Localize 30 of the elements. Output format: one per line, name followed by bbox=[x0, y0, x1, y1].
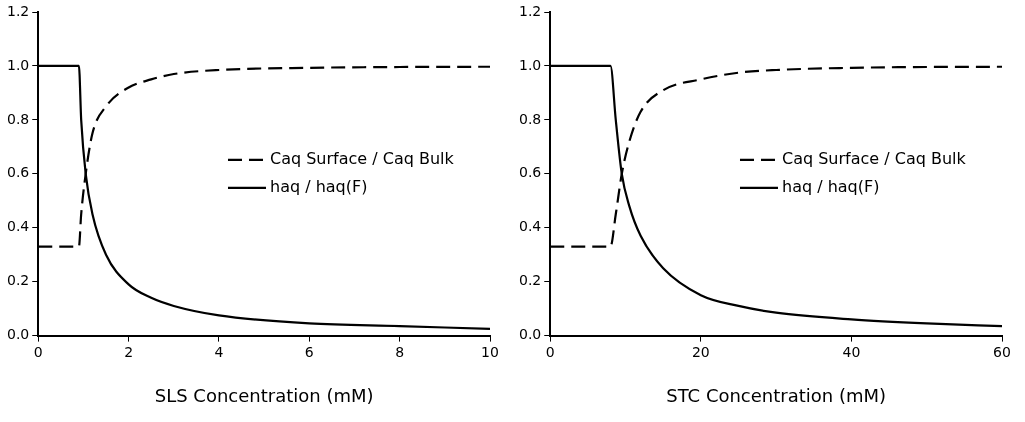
x-tick-label: 4 bbox=[214, 343, 224, 360]
y-tick-label: 0.4 bbox=[519, 218, 542, 235]
x-tick-label: 40 bbox=[842, 343, 861, 360]
y-tick-label: 0.6 bbox=[519, 164, 542, 181]
y-tick-label: 0.6 bbox=[7, 164, 30, 181]
y-tick-label: 0.0 bbox=[7, 326, 30, 343]
x-tick-label: 60 bbox=[993, 343, 1011, 360]
y-tick-label: 0.2 bbox=[519, 272, 542, 289]
y-tick-label: 0.8 bbox=[519, 110, 542, 127]
x-tick-label: 8 bbox=[395, 343, 405, 360]
x-tick-label: 0 bbox=[33, 343, 43, 360]
y-tick-label: 1.0 bbox=[519, 56, 542, 73]
y-tick-label: 0.4 bbox=[7, 218, 30, 235]
x-tick-label: 10 bbox=[481, 343, 499, 360]
x-tick-label: 20 bbox=[691, 343, 710, 360]
y-tick-label: 0.0 bbox=[519, 326, 542, 343]
x-tick-label: 6 bbox=[304, 343, 314, 360]
x-tick-label: 2 bbox=[124, 343, 134, 360]
y-tick-label: 1.2 bbox=[7, 2, 30, 19]
x-tick-label: 0 bbox=[545, 343, 555, 360]
x-axis-title: SLS Concentration (mM) bbox=[154, 384, 374, 406]
legend-label: Caq Surface / Caq Bulk bbox=[269, 148, 455, 168]
legend-label: haq / haq(F) bbox=[269, 176, 368, 196]
legend-label: Caq Surface / Caq Bulk bbox=[781, 148, 967, 168]
legend-label: haq / haq(F) bbox=[781, 176, 880, 196]
y-tick-label: 0.8 bbox=[7, 110, 30, 127]
y-tick-label: 0.2 bbox=[7, 272, 30, 289]
y-tick-label: 1.2 bbox=[519, 2, 542, 19]
y-tick-label: 1.0 bbox=[7, 56, 30, 73]
x-axis-title: STC Concentration (mM) bbox=[666, 384, 887, 406]
